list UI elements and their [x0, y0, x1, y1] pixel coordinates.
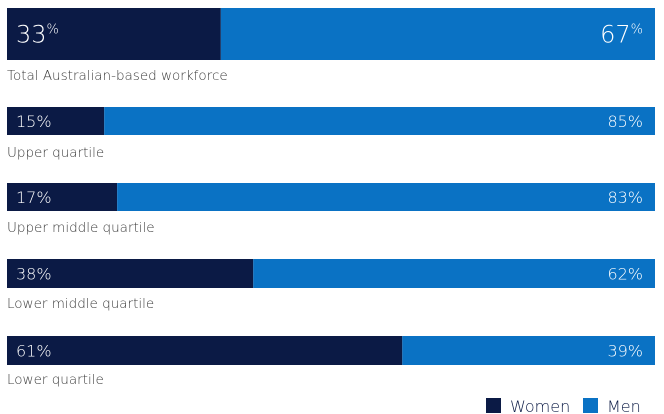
value-label-women: 15%	[16, 112, 52, 131]
category-label: Upper middle quartile	[7, 220, 155, 236]
value-label-women: 33%	[16, 21, 59, 49]
legend-swatch	[583, 398, 598, 413]
value-label-women: 61%	[16, 341, 52, 360]
bar-women	[7, 8, 221, 60]
category-label: Upper quartile	[7, 145, 104, 161]
bar-men	[104, 107, 655, 135]
bar-women	[7, 336, 403, 365]
bar-men	[253, 259, 656, 288]
legend-label: Women	[510, 397, 570, 414]
bar-men	[117, 183, 655, 211]
value-label-women: 38%	[16, 264, 52, 283]
category-label: Lower quartile	[7, 372, 104, 388]
category-label: Lower middle quartile	[7, 296, 154, 312]
category-label: Total Australian-based workforce	[7, 68, 228, 84]
legend-label: Men	[607, 397, 641, 414]
value-label-men: 67%	[600, 21, 643, 49]
bar-women	[7, 183, 118, 211]
value-label-men: 83%	[607, 188, 643, 207]
bar-women	[7, 107, 105, 135]
value-label-men: 39%	[607, 341, 643, 360]
bar-men	[220, 8, 655, 60]
bar-women	[7, 259, 254, 288]
value-label-men: 85%	[607, 112, 643, 131]
legend-swatch	[486, 398, 501, 413]
value-label-women: 17%	[16, 188, 52, 207]
bar-men	[402, 336, 655, 365]
value-label-men: 62%	[607, 264, 643, 283]
